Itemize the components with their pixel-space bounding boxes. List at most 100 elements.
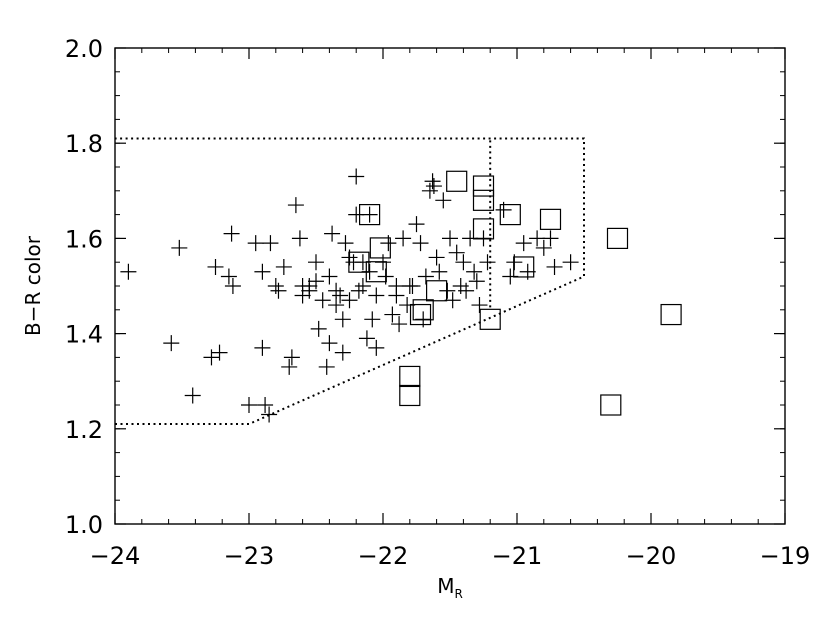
plus-marker: [388, 278, 405, 294]
plus-marker: [308, 254, 324, 271]
square-marker: [472, 175, 495, 197]
square-marker: [472, 218, 495, 240]
plus-marker: [291, 230, 308, 247]
y-tick-label: 1.8: [65, 130, 103, 158]
plus-marker: [408, 216, 425, 233]
x-tick-label: −23: [224, 542, 275, 570]
plus-marker: [421, 182, 438, 199]
plus-marker: [270, 282, 287, 299]
plus-marker: [471, 297, 488, 314]
plus-marker: [384, 306, 401, 323]
square-marker: [446, 170, 468, 192]
plus-marker: [337, 235, 354, 252]
square-marker: [365, 261, 387, 283]
y-tick-label: 2.0: [65, 35, 103, 63]
plus-marker: [546, 258, 563, 275]
x-axis: −24 −23 −22 −21 −20 −19: [90, 48, 811, 570]
square-marker: [369, 237, 391, 259]
y-tick-label: 1.2: [65, 416, 103, 444]
plus-marker: [318, 358, 335, 375]
plus-marker: [321, 268, 338, 285]
x-axis-label-subscript: R: [454, 587, 462, 601]
x-tick-label: −19: [760, 542, 811, 570]
x-axis-label: MR: [437, 574, 463, 601]
square-marker: [426, 280, 448, 302]
plus-marker: [358, 330, 375, 347]
plus-marker: [275, 258, 292, 275]
plus-marker: [332, 287, 349, 304]
plus-marker: [261, 406, 278, 423]
y-axis: 1.0 1.2 1.4 1.6 1.8 2.0: [65, 35, 785, 539]
plus-marker: [361, 206, 378, 223]
plus-marker: [479, 254, 496, 271]
y-tick-label: 1.0: [65, 511, 103, 539]
plus-marker: [267, 278, 284, 294]
square-marker: [660, 303, 682, 326]
plus-marker: [281, 358, 298, 375]
plus-marker: [254, 339, 271, 356]
square-marker: [359, 204, 381, 226]
plus-marker: [171, 239, 188, 256]
plus-marker: [321, 335, 338, 352]
plus-marker: [310, 320, 327, 337]
plus-marker: [455, 254, 472, 271]
plus-marker: [562, 254, 579, 271]
plus-marker: [468, 273, 485, 290]
plus-marker: [364, 311, 381, 328]
plus-marker: [354, 278, 371, 294]
plus-marker: [428, 249, 445, 266]
plus-marker: [350, 282, 367, 299]
plus-marker: [314, 292, 331, 309]
plus-marker: [535, 239, 552, 256]
plus-marker: [220, 268, 237, 285]
plus-marker: [120, 263, 137, 280]
plus-marker: [542, 230, 559, 247]
square-series: [348, 170, 682, 416]
plus-marker: [515, 235, 532, 252]
plus-marker: [203, 349, 220, 366]
selection-boundary: [115, 137, 585, 426]
plus-marker: [348, 168, 365, 185]
plus-marker: [247, 235, 264, 252]
plus-marker: [224, 278, 241, 294]
square-marker: [513, 256, 535, 278]
square-marker: [399, 384, 421, 407]
square-marker: [412, 299, 434, 321]
plus-marker: [328, 282, 345, 299]
plus-marker: [529, 230, 546, 247]
plus-marker: [287, 197, 304, 214]
plus-marker: [417, 268, 434, 285]
plus-marker: [163, 335, 180, 352]
plus-marker: [395, 230, 412, 247]
plus-marker: [368, 339, 385, 356]
square-marker: [600, 394, 622, 416]
plus-marker: [207, 258, 224, 275]
plus-marker: [223, 225, 240, 242]
x-tick-label: −22: [358, 542, 409, 570]
plus-marker: [328, 297, 345, 314]
plus-marker: [301, 282, 318, 299]
plus-marker: [404, 278, 421, 294]
plus-marker: [368, 287, 385, 304]
x-tick-label: −20: [626, 542, 677, 570]
square-marker: [499, 204, 521, 226]
plus-marker: [391, 316, 408, 333]
square-marker: [399, 365, 421, 388]
plus-marker: [254, 263, 271, 280]
square-marker: [606, 227, 629, 249]
selection-boundary-line: [115, 137, 585, 426]
plus-marker: [324, 225, 341, 242]
square-marker: [472, 189, 495, 211]
plus-marker: [425, 178, 442, 195]
plus-marker: [341, 292, 358, 309]
plus-marker: [283, 349, 300, 366]
plus-marker: [442, 230, 458, 247]
square-marker: [539, 208, 562, 230]
plus-marker: [448, 244, 465, 261]
plus-marker: [257, 397, 274, 413]
plus-marker: [308, 273, 324, 290]
plus-marker: [466, 263, 483, 280]
plus-series: [120, 168, 579, 423]
plus-marker: [294, 287, 311, 304]
